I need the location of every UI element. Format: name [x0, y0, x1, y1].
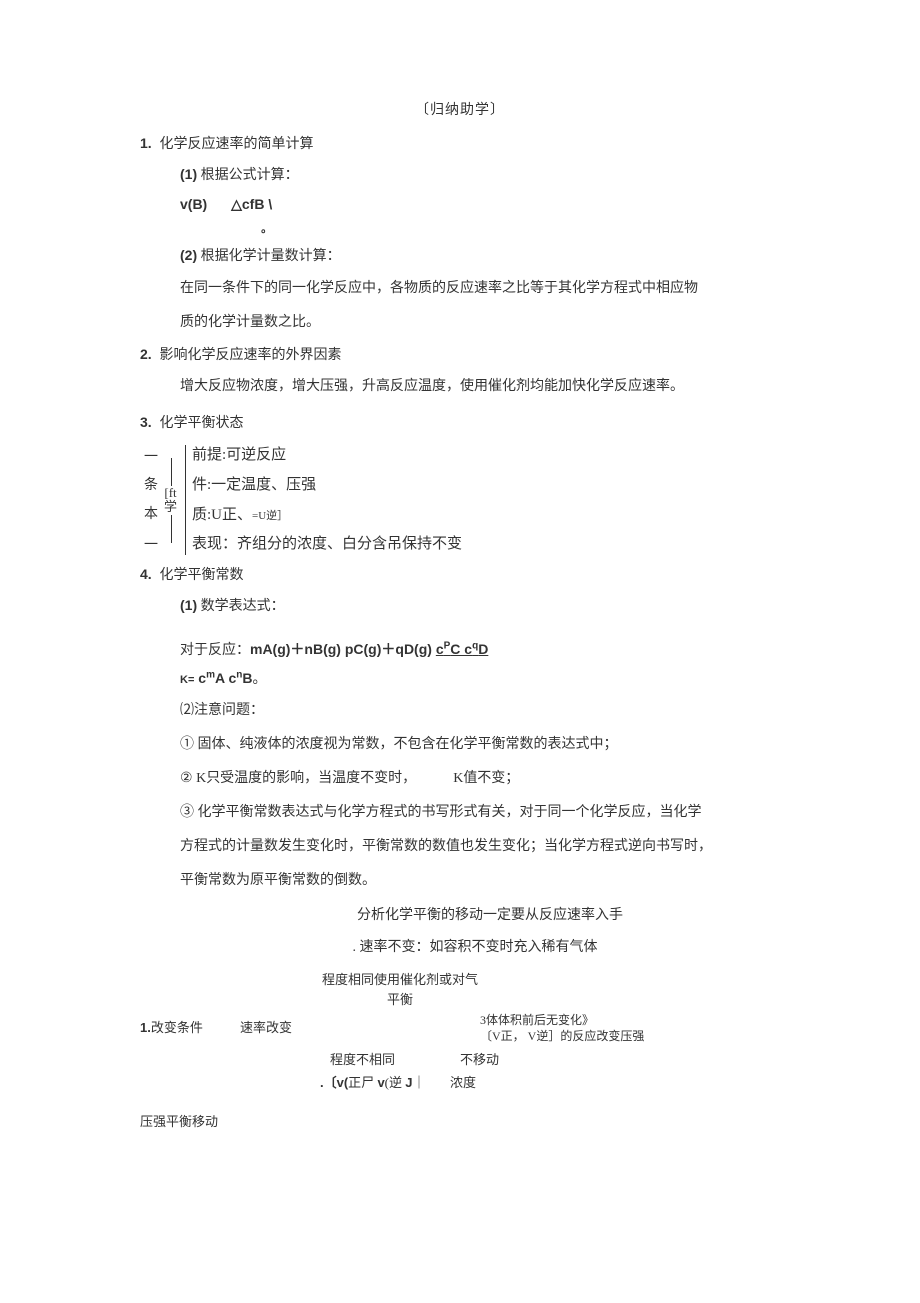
- brace-right-column: 前提:可逆反应 件:一定温度、压强 质:U正、=U逆］ 表现：齐组分的浓度、白分…: [192, 445, 462, 555]
- s5-diag-main-stack: 3体体积前后无变化》 〔V正， V逆］的反应改变压强: [480, 1013, 644, 1044]
- brace-ben: 本: [144, 504, 158, 526]
- s4-eq-main: mA(g)＋nB(g) pC(g)＋qD(g): [250, 641, 436, 657]
- s4-li2c: 只受温度的影响，当温度不变时，: [206, 771, 416, 786]
- s5-diagram: 程度相同使用催化剂或对气平衡 1.改变条件 速率改变 3体体积前后无变化》 〔V…: [140, 970, 780, 1094]
- brace-r3a: 质:U正、: [192, 507, 252, 523]
- s5-bottom: 压强平衡移动: [140, 1112, 780, 1133]
- brace-left-column: 一 条 本 一: [140, 445, 162, 555]
- s4-li1: ① 固体、纯液体的浓度视为常数，不包含在化学平衡常数的表达式中；: [140, 731, 780, 759]
- brace-r1: 前提:可逆反应: [192, 445, 462, 466]
- s5-diag-col1: 1.改变条件: [140, 1018, 240, 1039]
- brace-tiao: 条: [144, 475, 158, 497]
- s4-li3b: 方程式的计量数发生变化时，平衡常数的数值也发生变化；当化学方程式逆向书写时，: [140, 833, 780, 861]
- brace-mid-column: [ft 学: [162, 458, 179, 543]
- section-4-number: 4.: [140, 563, 156, 585]
- section-2-body: 增大反应物浓度，增大压强，升高反应温度，使用催化剂均能加快化学反应速率。: [140, 373, 780, 401]
- section-4-title: 化学平衡常数: [160, 568, 244, 583]
- s4-sub1: (1) 数学表达式：: [140, 594, 780, 618]
- s1-sub2-body2: 质的化学计量数之比。: [140, 309, 780, 337]
- s5-diag-top-text: 程度相同使用催化剂或对气平衡: [320, 970, 480, 1012]
- s1-formula-left: v(B): [180, 196, 207, 212]
- s5-diag-row-main: 1.改变条件 速率改变 3体体积前后无变化》 〔V正， V逆］的反应改变压强: [140, 1013, 780, 1044]
- s1-sub2-text: 根据化学计量数计算：: [201, 249, 341, 264]
- section-2-title: 影响化学反应速率的外界因素: [160, 348, 342, 363]
- s4-sub1-text: 数学表达式：: [201, 599, 285, 614]
- s5-row2-right: 不移动: [460, 1050, 499, 1071]
- s5-diag-main-inner: 3体体积前后无变化》 〔V正， V逆］的反应改变压强: [320, 1013, 644, 1044]
- brace-r2: 件:一定温度、压强: [192, 475, 462, 496]
- section-3: 3. 化学平衡状态: [140, 411, 780, 435]
- s5-diag-row3: .〔v(正尸 v(逆 J｜ 浓度: [140, 1073, 780, 1094]
- brace-r4: 表现：齐组分的浓度、白分含吊保持不变: [192, 534, 462, 555]
- s4-eq-frac-top: cPC cqD: [436, 641, 489, 657]
- s4-sub1-num: (1): [180, 597, 197, 613]
- s1-formula-top-text: △cfB \: [231, 196, 272, 212]
- s1-sub2-body1: 在同一条件下的同一化学反应中，各物质的反应速率之比等于其化学方程式中相应物: [140, 275, 780, 303]
- brace-dash-bot: 一: [144, 533, 158, 555]
- brace-xue: 学: [164, 500, 177, 514]
- s5-diag-mid1: 3体体积前后无变化》: [480, 1013, 644, 1029]
- s5-diag-row-top: 程度相同使用催化剂或对气平衡: [140, 970, 780, 1012]
- s4-eq-prefix: 对于反应：: [180, 643, 250, 658]
- s5-center1: 分析化学平衡的移动一定要从反应速率入手: [140, 905, 780, 927]
- s1-sub1-num: (1): [180, 166, 197, 182]
- section-1-number: 1.: [140, 132, 156, 154]
- s1-sub2-num: (2): [180, 247, 197, 263]
- s1-sub2: (2) 根据化学计量数计算：: [140, 244, 780, 268]
- document-page: 〔归纳助学〕 1. 化学反应速率的简单计算 (1) 根据公式计算： v(B) △…: [0, 0, 920, 1193]
- section-1-title: 化学反应速率的简单计算: [160, 137, 314, 152]
- section-1: 1. 化学反应速率的简单计算: [140, 132, 780, 156]
- s5-center2: . 速率不变：如容积不变时充入稀有气体: [140, 937, 780, 959]
- s1-formula: v(B) △cfB \ 。: [140, 193, 780, 238]
- s5-diag-col2: 速率改变: [240, 1018, 320, 1039]
- s4-li2a: ②: [180, 771, 196, 786]
- s5-diag-row2: 程度不相同 不移动: [140, 1050, 780, 1071]
- brace-r3: 质:U正、=U逆］: [192, 505, 462, 526]
- brace-r3b: =U逆］: [252, 510, 288, 522]
- s4-li2: ② K只受温度的影响，当温度不变时， K值不变；: [140, 765, 780, 793]
- s5-col1-cn: 改变条件: [151, 1020, 203, 1035]
- section-2: 2. 影响化学反应速率的外界因素: [140, 343, 780, 367]
- s5-col1-num: 1.: [140, 1020, 151, 1035]
- spacer: [140, 624, 780, 634]
- s4-li2-k1: K: [196, 771, 206, 786]
- s5-row3-right: 浓度: [450, 1073, 476, 1094]
- s5-r2-inner: 程度不相同 不移动: [320, 1050, 499, 1071]
- s5-r3-inner: .〔v(正尸 v(逆 J｜ 浓度: [320, 1073, 476, 1094]
- page-title: 〔归纳助学〕: [140, 100, 780, 122]
- s4-li2-k2: K: [453, 771, 463, 786]
- s1-formula-top: △cfB \ 。: [211, 193, 272, 238]
- s5-diag-top-inner: 程度相同使用催化剂或对气平衡: [320, 970, 480, 1012]
- brace-ft: [ft: [164, 486, 176, 500]
- section-3-brace-diagram: 一 条 本 一 [ft 学 前提:可逆反应 件:一定温度、压强 质:U正、=U逆…: [140, 445, 780, 555]
- s4-eq-denom: cmA cnB: [194, 670, 252, 686]
- s4-li3a: ③ 化学平衡常数表达式与化学方程式的书写形式有关，对于同一个化学反应，当化学: [140, 799, 780, 827]
- brace-vline-bot: [171, 515, 172, 543]
- s5-diag-mid2: 〔V正， V逆］的反应改变压强: [480, 1029, 644, 1045]
- section-3-title: 化学平衡状态: [160, 416, 244, 431]
- s4-equation-line2: K= cmA cnB。: [140, 667, 780, 691]
- brace-dash-top: 一: [144, 445, 158, 467]
- brace-mid-stack: [ft 学: [164, 486, 177, 515]
- s4-equation-line1: 对于反应：mA(g)＋nB(g) pC(g)＋qD(g) cPC cqD: [140, 638, 780, 662]
- section-3-number: 3.: [140, 411, 156, 433]
- s4-eq-k: K=: [180, 674, 194, 686]
- s5-row3-left: .〔v(正尸 v(逆 J｜: [320, 1073, 450, 1094]
- s1-sub1: (1) 根据公式计算：: [140, 163, 780, 187]
- s1-formula-dot: 。: [231, 223, 272, 235]
- s4-p2-label: ⑵注意问题：: [140, 697, 780, 725]
- section-2-number: 2.: [140, 343, 156, 365]
- s5-row2-left: 程度不相同: [320, 1050, 440, 1071]
- s4-li2e: 值不变；: [463, 771, 519, 786]
- brace-big-line: [185, 445, 186, 555]
- brace-vline-top: [171, 458, 172, 486]
- s4-li3c: 平衡常数为原平衡常数的倒数。: [140, 867, 780, 895]
- s4-eq-period: 。: [252, 672, 266, 687]
- s1-sub1-text: 根据公式计算：: [201, 168, 299, 183]
- section-4: 4. 化学平衡常数: [140, 563, 780, 587]
